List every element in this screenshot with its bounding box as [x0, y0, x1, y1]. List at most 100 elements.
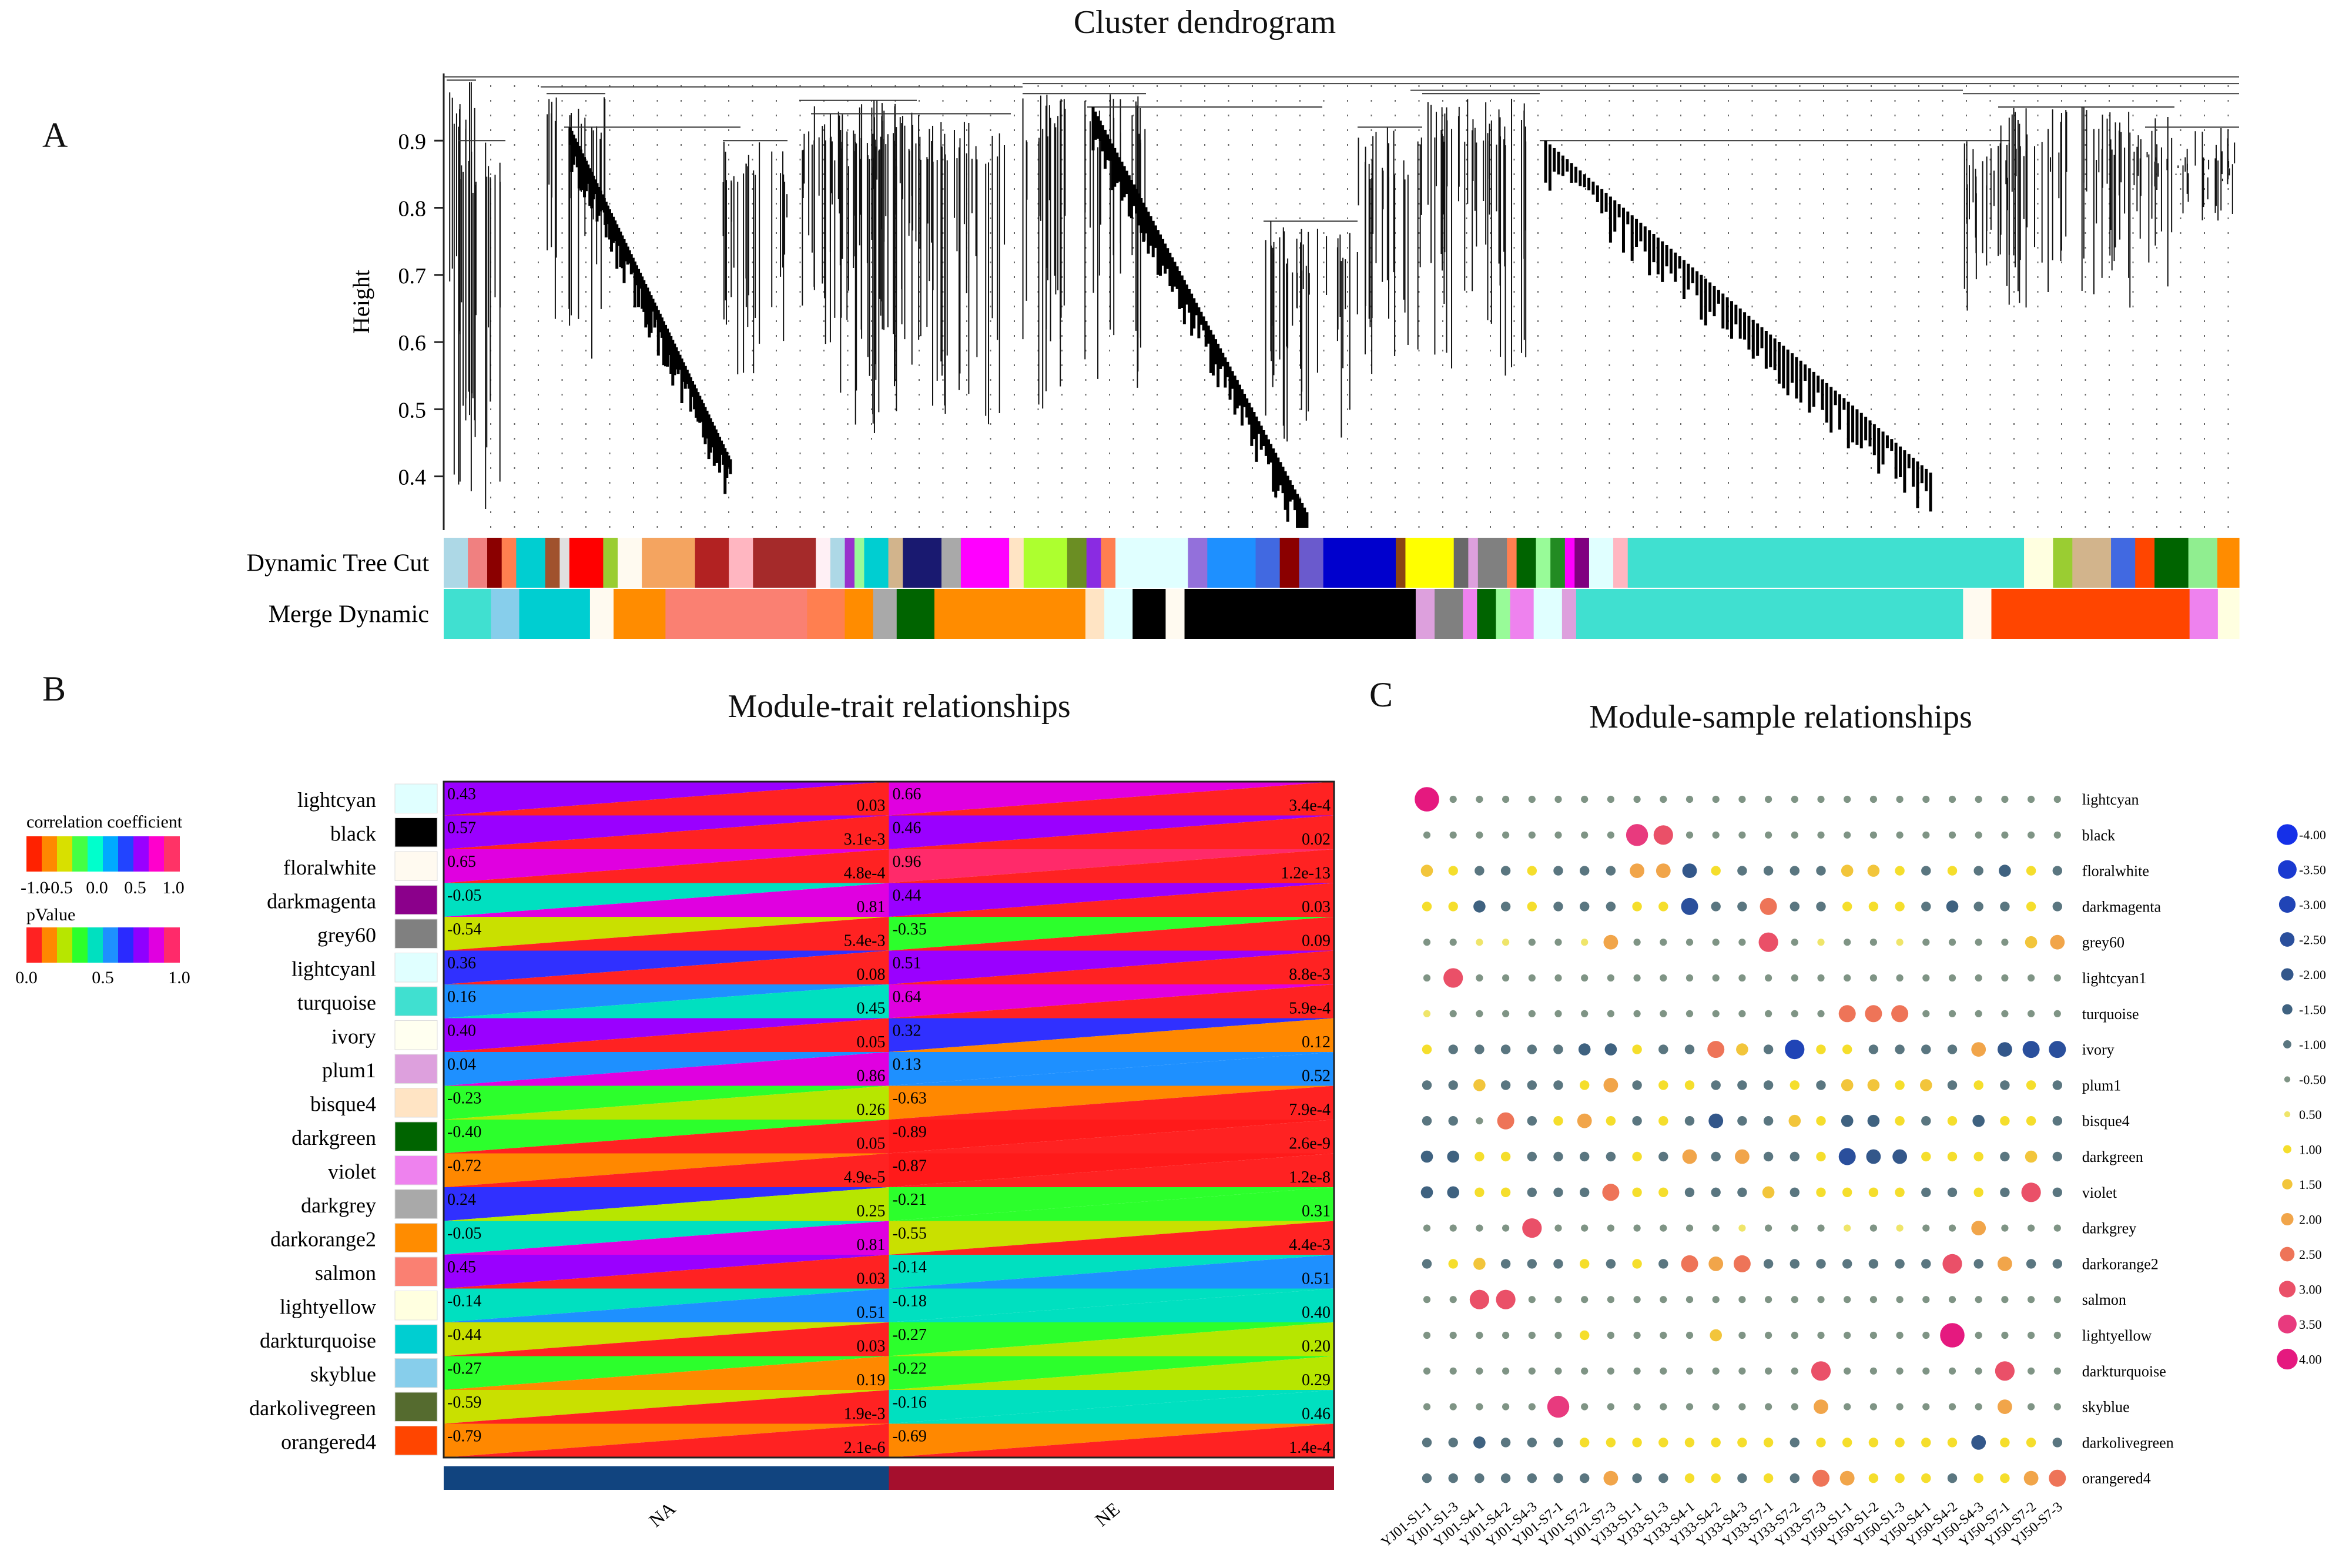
- module-color-segment: [1589, 538, 1614, 588]
- module-color-segment: [519, 589, 591, 639]
- module-color-segment: [729, 538, 753, 588]
- bubble-legend-label: -3.50: [2299, 863, 2326, 877]
- heatmap-pvalue-label: 0.08: [857, 966, 886, 984]
- legend-correlation-swatch: [72, 836, 88, 872]
- heatmap-pvalue-label: 0.02: [1302, 830, 1331, 849]
- bubble-point: [1476, 939, 1483, 946]
- bubble-point: [1738, 795, 1746, 803]
- dendrogram-cluster: [799, 99, 917, 340]
- bubble-point: [1497, 1112, 1514, 1130]
- bubble-point: [1632, 1044, 1642, 1054]
- module-trait-title: Module-trait relationships: [728, 688, 1071, 725]
- bubble-point: [1660, 795, 1667, 803]
- heatmap-correlation-label: 0.46: [893, 819, 921, 837]
- bubble-legend-dot: [2277, 824, 2298, 845]
- bubble-point: [1554, 1010, 1562, 1017]
- heatmap-pvalue-label: 1.9e-3: [844, 1405, 886, 1423]
- bubble-point: [1816, 1259, 1826, 1269]
- bubble-point: [2053, 1367, 2061, 1375]
- bubble-point: [1790, 1473, 1800, 1483]
- module-color-segment: [1496, 589, 1511, 639]
- bubble-point: [1975, 795, 1982, 803]
- bubble-point: [1633, 1403, 1641, 1410]
- bubble-point: [1527, 1044, 1537, 1054]
- bubble-point: [1685, 1010, 1694, 1017]
- bubble-legend-dot: [2284, 1111, 2291, 1118]
- legend-pvalue-swatch: [57, 927, 73, 963]
- bubble-point: [1892, 1149, 1907, 1164]
- bubble-legend-dot: [2280, 932, 2295, 947]
- bubble-point: [1473, 1436, 1486, 1449]
- bubble-point: [1711, 866, 1721, 876]
- module-label: plum1: [322, 1058, 376, 1082]
- bubble-point: [1765, 1331, 1772, 1339]
- legend-correlation-swatch: [103, 836, 119, 872]
- heatmap-correlation-label: -0.72: [447, 1157, 481, 1175]
- bubble-point: [1869, 831, 1877, 839]
- bubble-point: [1841, 1114, 1854, 1127]
- bubble-point: [1633, 1224, 1641, 1232]
- bubble-point: [1553, 1259, 1563, 1269]
- bubble-point: [1603, 934, 1618, 950]
- bubble-point: [1528, 939, 1536, 946]
- bubble-point: [1581, 1224, 1589, 1232]
- bubble-point: [1684, 1116, 1695, 1126]
- bubble-point: [1607, 1010, 1614, 1017]
- bubble-legend-label: 1.50: [2299, 1177, 2322, 1192]
- module-color-segment: [816, 538, 831, 588]
- bubble-legend-label: -2.00: [2299, 967, 2326, 982]
- bubble-legend-label: 1.00: [2299, 1143, 2322, 1157]
- bubble-point: [1626, 824, 1648, 846]
- heatmap-pvalue-cell: [889, 1085, 1334, 1120]
- heatmap-correlation-label: -0.27: [447, 1360, 481, 1378]
- bubble-point: [1765, 795, 1772, 803]
- module-color-segment: [1507, 538, 1517, 588]
- bubble-point: [1420, 1186, 1433, 1199]
- bubble-point: [2050, 934, 2065, 950]
- module-label: darkmagenta: [267, 889, 376, 913]
- bubble-point: [2028, 1403, 2035, 1410]
- module-label: darkgrey: [301, 1194, 376, 1217]
- bubble-point: [1554, 795, 1562, 803]
- bubble-legend-dot: [2284, 1076, 2291, 1083]
- bubble-point: [2001, 1331, 2009, 1339]
- heatmap-pvalue-label: 0.52: [1302, 1067, 1331, 1085]
- module-color-segment: [1561, 589, 1577, 639]
- bubble-point: [1922, 1367, 1930, 1375]
- bubble-point: [1791, 1367, 1798, 1375]
- bubble-point: [1844, 1331, 1851, 1339]
- heatmap-border: [443, 780, 1335, 1459]
- bubble-point: [1737, 866, 1747, 876]
- legend-pvalue-tick: 0.5: [92, 968, 114, 987]
- heatmap-pvalue-cell: [444, 1085, 889, 1120]
- module-color-segment: [2188, 538, 2218, 588]
- bubble-point: [1868, 902, 1879, 912]
- module-swatch: [394, 1358, 438, 1388]
- bubble-point: [1581, 974, 1589, 982]
- bubble-point: [1712, 974, 1720, 982]
- bubble-point: [1553, 1438, 1563, 1448]
- heatmap-correlation-label: 0.04: [447, 1056, 476, 1074]
- module-color-segment: [491, 589, 520, 639]
- bubble-point: [1528, 1403, 1536, 1410]
- legend-correlation-swatch: [164, 836, 180, 872]
- bubble-point: [2026, 1080, 2036, 1090]
- heatmap-pvalue-cell: [444, 1221, 889, 1255]
- bubble-row-label: plum1: [2082, 1077, 2121, 1094]
- heatmap-pvalue-label: 0.12: [1302, 1033, 1331, 1051]
- bubble-point: [1684, 1438, 1695, 1448]
- bubble-point: [1946, 900, 1959, 913]
- bubble-point: [1791, 795, 1798, 803]
- heatmap-pvalue-cell: [444, 1120, 889, 1154]
- heatmap-pvalue-label: 5.9e-4: [1289, 1000, 1331, 1018]
- bubble-point: [1975, 1331, 1982, 1339]
- module-label: darkturquoise: [260, 1329, 376, 1352]
- bubble-point: [2028, 1331, 2035, 1339]
- bubble-point: [1763, 1438, 1774, 1448]
- bubble-legend-dot: [2277, 1348, 2298, 1370]
- heatmap-pvalue-cell: [889, 883, 1334, 917]
- heatmap-pvalue-label: 0.81: [857, 898, 886, 916]
- bubble-point: [1685, 795, 1694, 803]
- dendrogram-cluster: [1540, 140, 1963, 512]
- heatmap-pvalue-cell: [889, 849, 1334, 883]
